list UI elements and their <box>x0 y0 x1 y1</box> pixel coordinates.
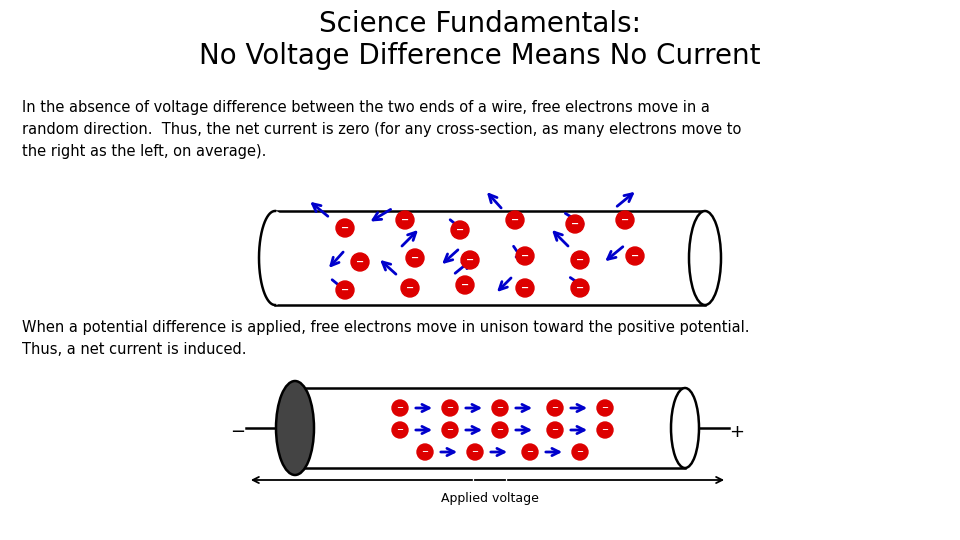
Text: −: − <box>631 251 639 261</box>
Bar <box>275 211 705 305</box>
Ellipse shape <box>689 211 721 305</box>
Circle shape <box>571 251 589 269</box>
Circle shape <box>351 253 369 271</box>
Circle shape <box>597 400 613 416</box>
Circle shape <box>461 251 479 269</box>
Circle shape <box>506 211 524 229</box>
Text: −: − <box>551 403 559 413</box>
Text: −: − <box>602 426 609 435</box>
Circle shape <box>566 215 584 233</box>
Text: −: − <box>396 403 403 413</box>
Text: −: − <box>461 280 469 290</box>
Text: −: − <box>401 215 409 225</box>
Text: Applied voltage: Applied voltage <box>441 492 539 505</box>
Circle shape <box>516 279 534 297</box>
Text: −: − <box>471 448 478 456</box>
Text: No Voltage Difference Means No Current: No Voltage Difference Means No Current <box>200 42 760 70</box>
Text: −: − <box>576 255 584 265</box>
Text: In the absence of voltage difference between the two ends of a wire, free electr: In the absence of voltage difference bet… <box>22 100 741 159</box>
Text: −: − <box>511 215 519 225</box>
Text: −: − <box>496 426 503 435</box>
Circle shape <box>392 422 408 438</box>
Text: When a potential difference is applied, free electrons move in unison toward the: When a potential difference is applied, … <box>22 320 750 357</box>
Text: Science Fundamentals:: Science Fundamentals: <box>319 10 641 38</box>
Text: −: − <box>526 448 534 456</box>
Text: −: − <box>602 403 609 413</box>
Text: −: − <box>577 448 584 456</box>
Text: −: − <box>446 403 453 413</box>
Circle shape <box>442 400 458 416</box>
Circle shape <box>456 276 474 294</box>
Text: −: − <box>406 283 414 293</box>
Circle shape <box>571 279 589 297</box>
Text: −: − <box>230 423 246 441</box>
Circle shape <box>616 211 634 229</box>
Circle shape <box>547 400 563 416</box>
Text: −: − <box>341 285 349 295</box>
Ellipse shape <box>259 211 291 305</box>
Text: −: − <box>621 215 629 225</box>
Bar <box>295 388 685 468</box>
Circle shape <box>417 444 433 460</box>
Text: −: − <box>411 253 420 263</box>
Text: −: − <box>356 257 364 267</box>
Text: −: − <box>456 225 464 235</box>
Text: −: − <box>421 448 428 456</box>
Circle shape <box>451 221 469 239</box>
Ellipse shape <box>671 388 699 468</box>
Text: −: − <box>576 283 584 293</box>
Circle shape <box>492 422 508 438</box>
Text: −: − <box>551 426 559 435</box>
Text: −: − <box>446 426 453 435</box>
Circle shape <box>572 444 588 460</box>
Circle shape <box>442 422 458 438</box>
Circle shape <box>492 400 508 416</box>
Circle shape <box>392 400 408 416</box>
Text: +: + <box>730 423 745 441</box>
Circle shape <box>626 247 644 265</box>
Circle shape <box>522 444 538 460</box>
Text: −: − <box>496 403 503 413</box>
Text: −: − <box>521 283 529 293</box>
Circle shape <box>396 211 414 229</box>
Text: −: − <box>571 219 579 229</box>
Text: −: − <box>396 426 403 435</box>
Text: −: − <box>466 255 474 265</box>
Circle shape <box>336 281 354 299</box>
Text: −: − <box>521 251 529 261</box>
Text: −: − <box>341 223 349 233</box>
Circle shape <box>406 249 424 267</box>
Circle shape <box>336 219 354 237</box>
Circle shape <box>547 422 563 438</box>
Ellipse shape <box>276 381 314 475</box>
Circle shape <box>597 422 613 438</box>
Circle shape <box>516 247 534 265</box>
Circle shape <box>401 279 419 297</box>
Circle shape <box>467 444 483 460</box>
